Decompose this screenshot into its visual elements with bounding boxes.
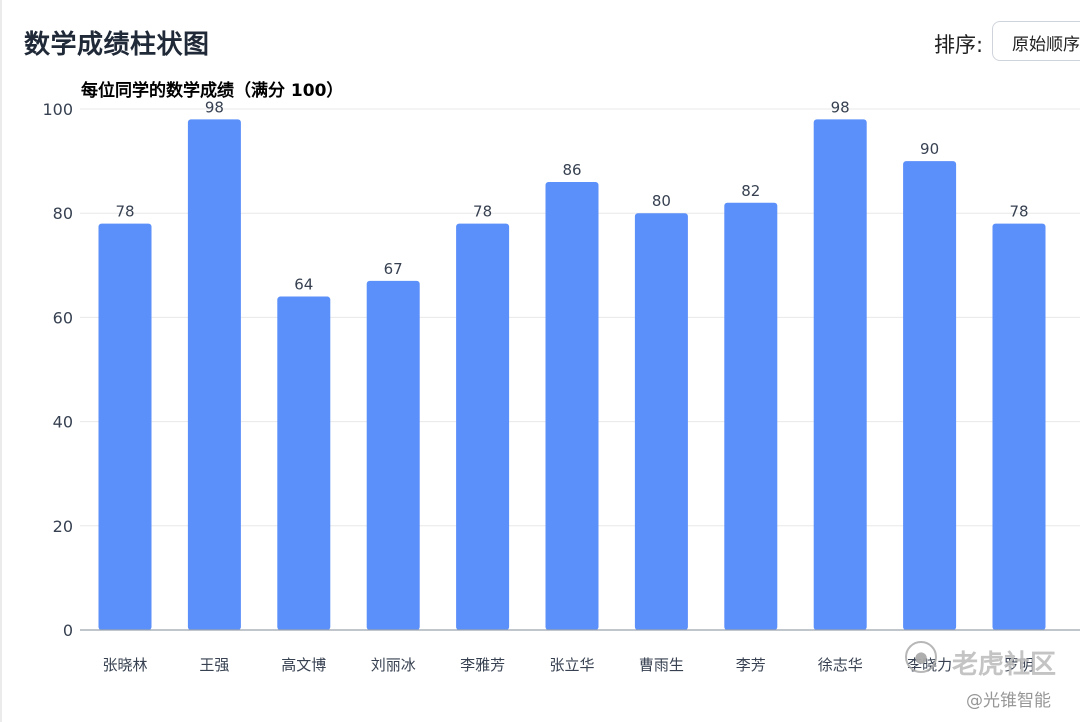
data-label: 78 xyxy=(473,203,492,221)
page-title: 数学成绩柱状图 xyxy=(24,30,210,60)
data-label: 78 xyxy=(115,203,134,221)
data-label: 90 xyxy=(920,140,939,158)
tiger-head-icon: ● xyxy=(905,641,937,673)
bar xyxy=(277,296,331,630)
sort-selected-value: 原始顺序 xyxy=(1012,35,1080,55)
data-label: 80 xyxy=(652,192,671,210)
y-tick-label: 40 xyxy=(53,413,73,432)
y-tick-label: 20 xyxy=(53,517,73,536)
y-tick-label: 80 xyxy=(53,204,73,223)
data-label: 78 xyxy=(1009,203,1028,221)
left-border xyxy=(0,0,2,722)
data-label: 98 xyxy=(831,98,850,116)
data-label: 98 xyxy=(205,98,224,116)
x-tick-label: 罗明 xyxy=(1004,656,1034,674)
bar xyxy=(98,223,152,630)
bar xyxy=(366,280,420,630)
data-label: 67 xyxy=(384,260,403,278)
x-tick-label: 李雅芳 xyxy=(460,656,505,674)
data-label: 82 xyxy=(741,182,760,200)
x-tick-label: 刘丽冰 xyxy=(371,656,416,674)
bar xyxy=(813,119,867,631)
y-tick-label: 60 xyxy=(53,308,73,327)
x-tick-label: 张立华 xyxy=(549,656,594,674)
bar xyxy=(456,223,510,630)
bar xyxy=(545,181,599,630)
x-tick-label: 曹雨生 xyxy=(639,656,684,674)
y-tick-label: 100 xyxy=(42,100,73,119)
watermark-text: 老虎社区 xyxy=(952,650,1057,680)
watermark-sub-text: @光锥智能 xyxy=(966,691,1051,711)
x-tick-label: 张晓林 xyxy=(102,656,147,674)
bar xyxy=(724,202,778,630)
y-tick-label: 0 xyxy=(63,621,73,640)
x-tick-label: 李芳 xyxy=(736,656,766,674)
chart-title: 每位同学的数学成绩（满分 100） xyxy=(81,80,343,101)
bar xyxy=(187,119,241,631)
sort-label: 排序: xyxy=(934,33,984,57)
x-tick-label: 徐志华 xyxy=(818,656,863,674)
bar xyxy=(903,161,957,630)
x-tick-label: 高文博 xyxy=(281,656,326,674)
x-tick-label: 王强 xyxy=(199,656,229,674)
sort-order-select[interactable]: 原始顺序 xyxy=(992,21,1080,61)
bar xyxy=(634,213,688,630)
data-label: 86 xyxy=(562,161,581,179)
bar xyxy=(992,223,1046,630)
data-label: 64 xyxy=(294,276,313,294)
